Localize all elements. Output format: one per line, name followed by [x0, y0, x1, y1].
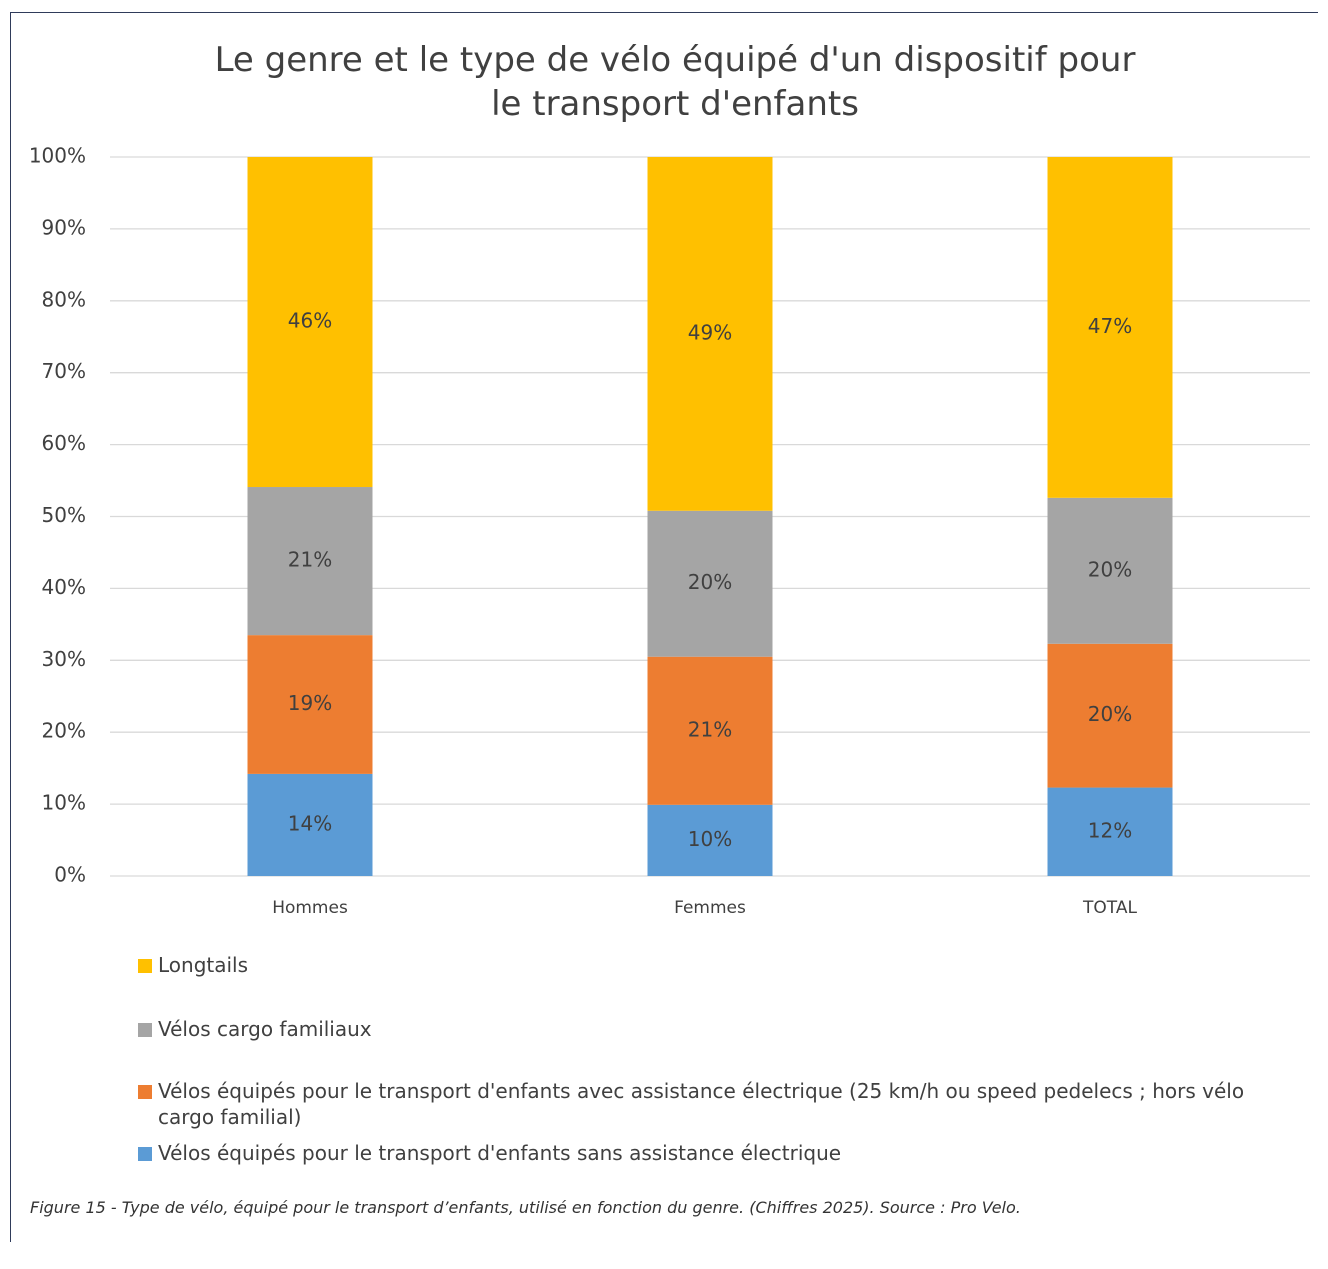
data-label: 46% — [288, 309, 332, 333]
x-tick-label: Femmes — [674, 898, 746, 918]
data-label: 19% — [288, 691, 332, 715]
y-tick-label: 60% — [42, 431, 86, 455]
legend-swatch — [138, 959, 152, 973]
y-tick-label: 20% — [42, 719, 86, 743]
bar-segment — [1047, 787, 1173, 876]
data-label: 10% — [688, 827, 732, 851]
legend-item: Longtails — [138, 952, 1268, 978]
legend: Longtails Vélos cargo familiaux Vélos équi… — [138, 952, 1268, 1166]
legend-swatch — [138, 1085, 152, 1099]
bar-segment — [1047, 643, 1173, 788]
bar-segment — [1047, 497, 1173, 644]
legend-label: Longtails — [158, 953, 249, 977]
legend-item: Vélos équipés pour le transport d'enfant… — [138, 1140, 1268, 1166]
legend-swatch — [138, 1147, 152, 1161]
bar-segment — [247, 487, 373, 636]
data-label: 12% — [1088, 818, 1132, 842]
bar-segment — [247, 773, 373, 876]
frame — [10, 12, 1318, 1242]
y-tick-label: 80% — [42, 287, 86, 311]
y-tick-label: 30% — [42, 647, 86, 671]
legend-swatch — [138, 1023, 152, 1037]
y-tick-label: 0% — [54, 863, 86, 887]
legend-label: Vélos équipés pour le transport d'enfant… — [158, 1079, 1245, 1129]
data-label: 49% — [688, 320, 732, 344]
bar-segment — [647, 656, 773, 805]
y-tick-label: 50% — [42, 503, 86, 527]
legend-item: Vélos équipés pour le transport d'enfant… — [138, 1078, 1268, 1130]
bar-segment — [247, 157, 373, 488]
x-tick-label: Hommes — [272, 898, 348, 918]
bar-segment — [1047, 157, 1173, 498]
y-tick-label: 90% — [42, 215, 86, 239]
y-tick-label: 40% — [42, 575, 86, 599]
data-label: 47% — [1088, 314, 1132, 338]
data-label: 20% — [688, 570, 732, 594]
data-label: 21% — [288, 548, 332, 572]
bar-segment — [647, 157, 773, 511]
data-label: 14% — [288, 811, 332, 835]
legend-item: Vélos cargo familiaux — [138, 1016, 1268, 1042]
data-label: 20% — [1088, 702, 1132, 726]
data-label: 21% — [688, 717, 732, 741]
y-tick-label: 10% — [42, 791, 86, 815]
chart-title: Le genre et le type de vélo équipé d'un … — [214, 40, 1136, 124]
bar-segment — [247, 635, 373, 774]
bar-segment — [647, 804, 773, 876]
data-label: 20% — [1088, 557, 1132, 581]
y-tick-label: 70% — [42, 359, 86, 383]
legend-label: Vélos cargo familiaux — [158, 1017, 372, 1041]
legend-label: Vélos équipés pour le transport d'enfant… — [158, 1141, 842, 1165]
caption: Figure 15 - Type de vélo, équipé pour le… — [30, 1198, 1021, 1217]
y-tick-label: 100% — [29, 144, 86, 168]
x-tick-label: TOTAL — [1082, 898, 1137, 918]
bar-segment — [647, 510, 773, 657]
